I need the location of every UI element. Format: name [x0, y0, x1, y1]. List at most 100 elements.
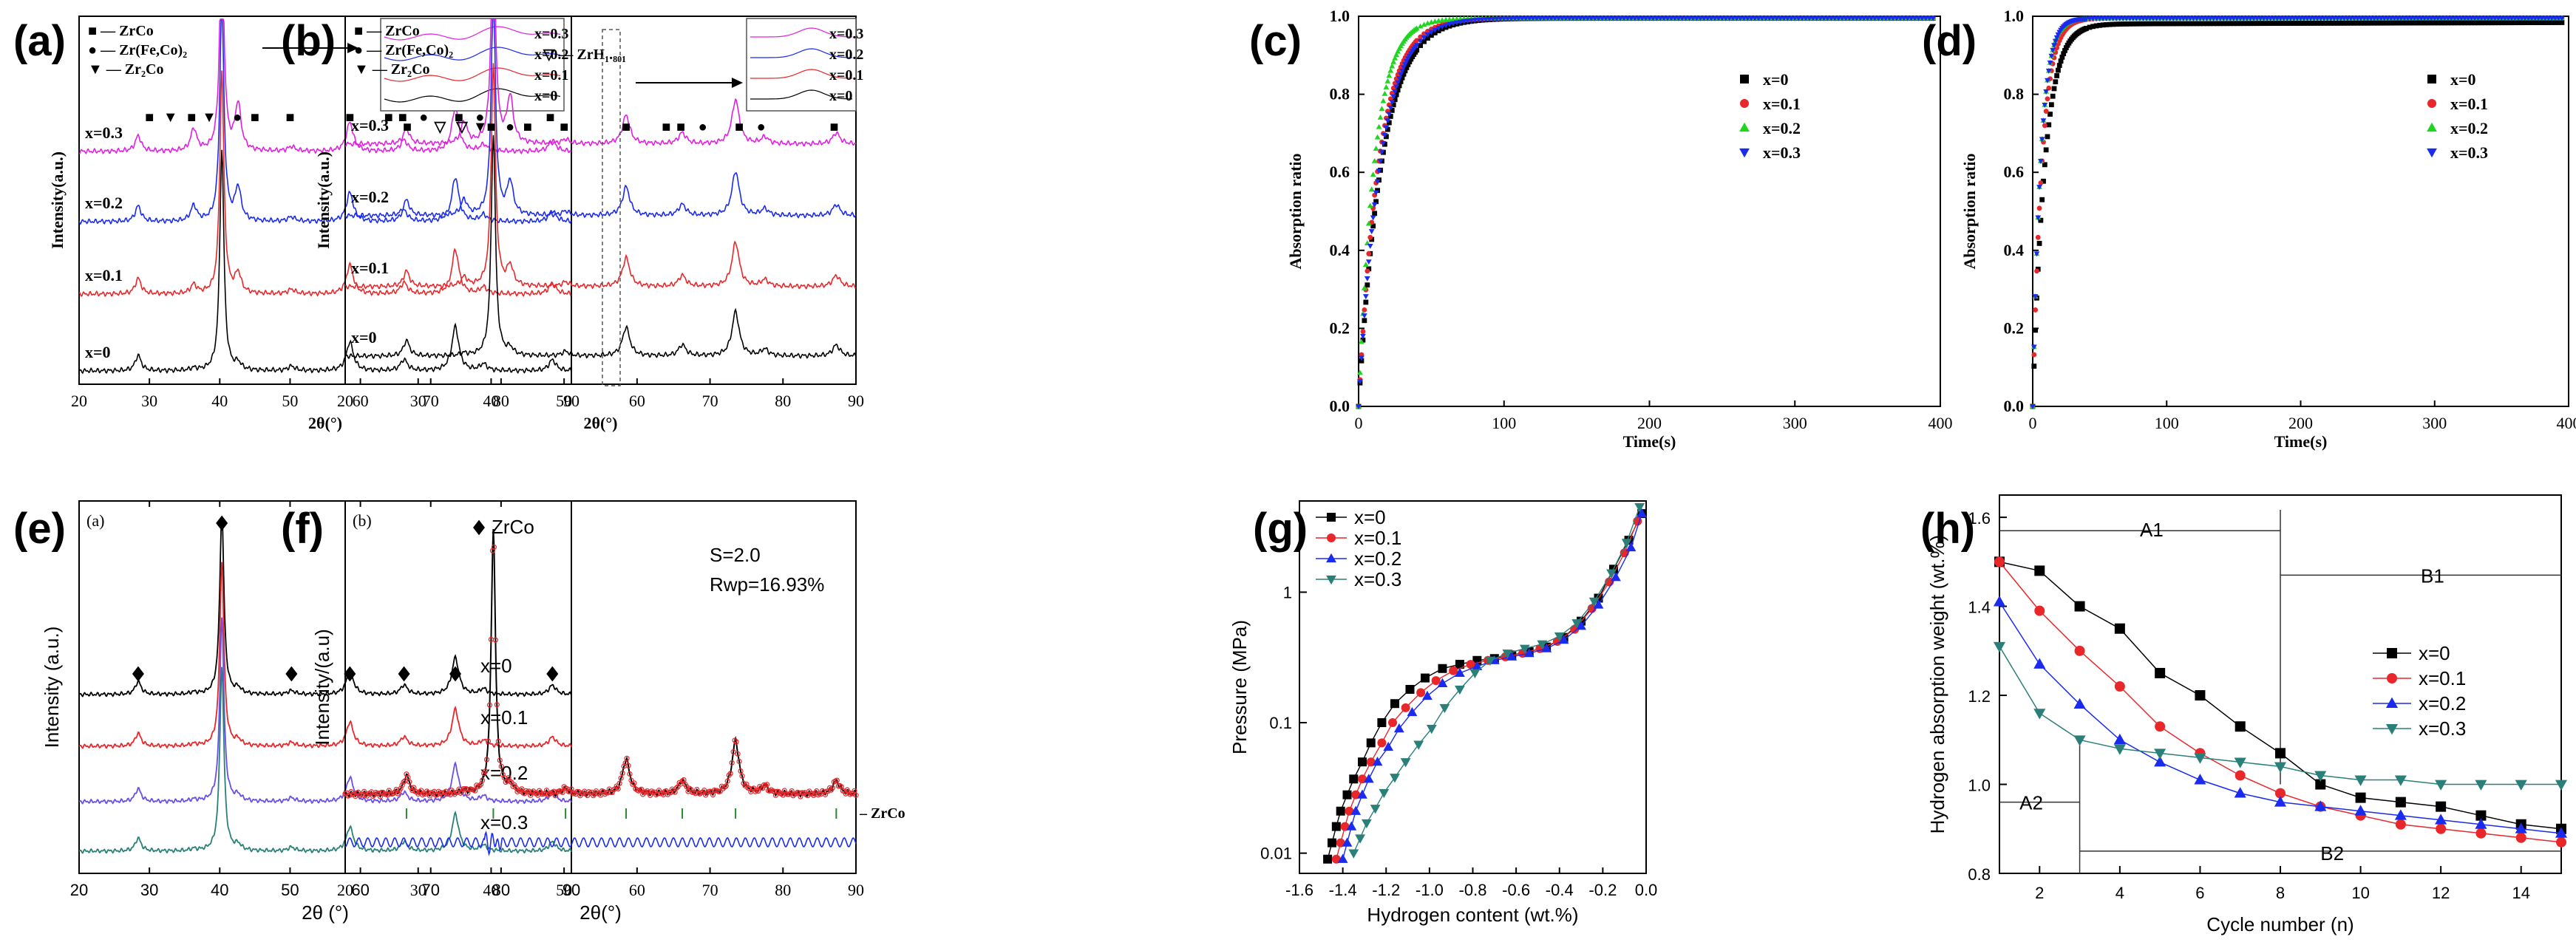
panel-d-point: [2187, 21, 2193, 27]
panel-c-point: [1890, 16, 1896, 21]
panel-g-point: [1388, 718, 1398, 728]
panel-d-point: [2482, 20, 2488, 26]
panel-c-point: [1407, 59, 1413, 64]
panel-c-series-x=0.3: [1356, 16, 1937, 410]
panel-a-legend-entry: ■ — ZrCo: [88, 23, 154, 39]
panel-b-frame: [344, 16, 857, 385]
panel-d-point: [2415, 20, 2421, 26]
panel-c-point: [1803, 16, 1809, 21]
panel-c-point: [1362, 318, 1367, 324]
panel-c-point: [1650, 16, 1656, 21]
panel-g-point: [1361, 819, 1372, 829]
panel-d-point: [2338, 20, 2344, 26]
panel-f-xlabel: 2θ(°): [580, 901, 622, 924]
panel-c-point: [1897, 16, 1903, 21]
panel-d-point: [2472, 20, 2478, 26]
panel-f-observed-point: [727, 771, 733, 777]
panel-f-xtick-label: 30: [410, 881, 426, 899]
panel-d-point: [2391, 20, 2397, 26]
panel-a-frame: [78, 16, 572, 385]
panel-h-point: [1993, 641, 2006, 653]
panel-d-point: [2084, 26, 2089, 31]
panel-f-observed-point: [648, 788, 655, 794]
panel-g-point: [1363, 774, 1374, 783]
panel-c-legend-marker: [1740, 75, 1749, 83]
panel-g-legend-marker: [1326, 575, 1336, 585]
panel-d-ytick-label: 0.8: [2004, 85, 2025, 103]
panel-g-point: [1558, 634, 1569, 644]
panel-h-point: [2033, 709, 2046, 720]
panel-d-point: [2043, 89, 2050, 95]
panel-c-xtick-label: 300: [1783, 414, 1807, 432]
panel-c-point: [1383, 125, 1390, 131]
panel-b-legend-entry: ● — Zr(Fe,Co)₂: [354, 42, 453, 58]
panel-c-point: [1424, 32, 1431, 38]
panel-d-point: [2035, 215, 2042, 221]
panel-c-ytick-label: 0.0: [1330, 397, 1350, 415]
panel-b-phase-marker: ▼: [473, 119, 488, 135]
panel-d-point: [2061, 51, 2067, 57]
panel-h-point: [2435, 780, 2447, 791]
panel-h-point: [2034, 565, 2045, 576]
panel-d-point: [2271, 21, 2277, 27]
panel-c-point: [1371, 202, 1378, 208]
panel-a-xtick-label: 20: [71, 392, 87, 410]
panel-c-point: [1421, 35, 1427, 41]
panel-h-point: [2555, 827, 2568, 838]
panel-c-point: [1372, 211, 1378, 216]
panel-d-point: [2489, 20, 2495, 26]
panel-d-ytick-label: 0.0: [2004, 397, 2025, 415]
panel-d-point: [2365, 20, 2371, 26]
panel-f-observed-point: [619, 770, 625, 776]
panel-c-point: [1464, 18, 1471, 24]
panel-a-series-label: x=0.1: [85, 266, 123, 284]
panel-f-calc-curve: [344, 528, 857, 799]
panel-a-phase-marker: ■: [345, 109, 354, 126]
panel-b-series-x=0: [344, 134, 857, 360]
panel-d-point: [2042, 162, 2047, 168]
panel-c-point: [1799, 16, 1805, 21]
panel-g-point: [1466, 660, 1475, 669]
panel-d-point: [2191, 21, 2196, 27]
panel-c-point: [1741, 16, 1747, 21]
panel-d-point: [2382, 20, 2388, 26]
panel-f-observed-point: [399, 782, 405, 788]
panel-d-point: [2056, 67, 2061, 73]
panel-d-point: [2395, 20, 2401, 26]
panel-c-point: [1504, 16, 1511, 22]
panel-d-point: [2045, 78, 2050, 83]
panel-g-point: [1337, 853, 1348, 863]
panel-f-observed-point: [793, 791, 799, 797]
panel-d-point: [2325, 20, 2331, 26]
panel-f-observed-point: [639, 786, 645, 792]
panel-c-point: [1792, 16, 1798, 21]
panel-c-point: [1389, 63, 1396, 69]
panel-d-point: [2124, 21, 2130, 27]
panel-d-point: [2045, 96, 2050, 102]
panel-e-peak-marker: [398, 666, 410, 682]
panel-c-point: [1362, 262, 1369, 267]
panel-g-point: [1426, 725, 1437, 734]
panel-h-point: [2195, 690, 2206, 701]
panel-c-point: [1591, 16, 1598, 21]
panel-d-point: [2031, 364, 2037, 369]
panel-g-point: [1437, 678, 1448, 687]
panel-c-point: [1365, 220, 1372, 226]
panel-f-observed-point: [697, 791, 703, 797]
panel-b-inset-label: x=0: [829, 88, 852, 104]
panel-h-point: [1993, 596, 2006, 607]
panel-f-observed-point: [523, 788, 529, 794]
panel-c-point: [1396, 75, 1402, 81]
panel-f-observed-point: [755, 788, 761, 794]
panel-c-xtick-label: 200: [1637, 414, 1662, 432]
panel-e-inner-label: (a): [86, 511, 104, 530]
panel-c-point: [1577, 16, 1583, 21]
panel-c-point: [1883, 16, 1889, 21]
panel-e-xlabel: 2θ (°): [302, 901, 349, 924]
panel-c-series-x=0.2: [1356, 15, 1937, 409]
panel-d-series-x=0.2: [2030, 15, 2565, 409]
panel-f-observed-point: [407, 779, 412, 785]
panel-c-point: [1373, 199, 1379, 205]
panel-d-point: [2462, 20, 2467, 26]
panel-a-phase-marker: ■: [398, 109, 407, 126]
